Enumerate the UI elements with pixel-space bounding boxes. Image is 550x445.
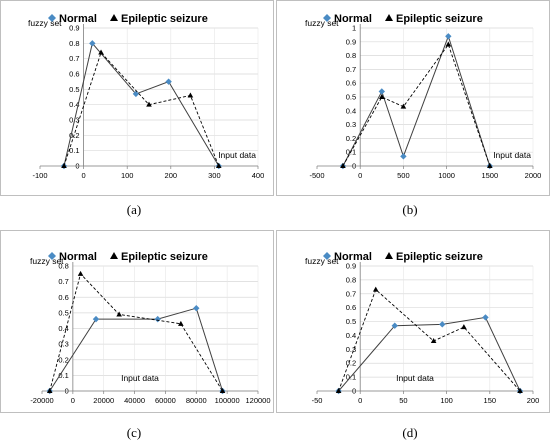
x-tick-label: -100 — [32, 171, 47, 180]
legend-seizure-marker — [385, 252, 393, 259]
y-tick-label: 0.6 — [346, 303, 356, 312]
legend-seizure-label: Epileptic seizure — [121, 13, 208, 25]
y-axis-label: fuzzy set — [28, 18, 62, 28]
series-seizure-line — [342, 43, 491, 167]
x-tick-label: -500 — [309, 171, 324, 180]
x-tick-label: -20000 — [30, 396, 53, 405]
x-tick-label: 50 — [399, 396, 407, 405]
data-point-normal — [445, 33, 452, 40]
x-tick-label: 80000 — [186, 396, 207, 405]
x-tick-label: 1500 — [481, 171, 498, 180]
x-axis-label: Input data — [493, 150, 531, 160]
x-tick-label: 0 — [358, 396, 362, 405]
chart-c-svg: 00.10.20.30.40.50.60.70.8-20000 0 20000 400… — [30, 251, 271, 405]
y-tick-label: 0.8 — [346, 275, 356, 284]
y-tick-label: 0.3 — [58, 340, 68, 349]
chart-b-svg: 00.10.20.30.40.50.60.70.80.91-500 0 500 100… — [305, 13, 542, 180]
y-tick-label: 0.1 — [69, 146, 79, 155]
x-tick-label: 60000 — [155, 396, 176, 405]
x-tick-label: 400 — [252, 171, 265, 180]
chart-panel-c: 0 0.1 0.2 0.3 0.4 0.5 0.6 0.7 0.8 -20000 0 20000 400… — [0, 228, 275, 413]
data-point-normal — [378, 88, 385, 95]
chart-panel-b: 0 0.1 0.2 0.3 0.4 0.5 0.6 0.7 0.8 0.9 1 -500 0 500 100… — [275, 0, 550, 200]
data-point-normal — [92, 315, 100, 323]
x-axis-label: Input data — [218, 150, 256, 160]
data-point-normal — [154, 315, 161, 323]
y-tick-label: 0.4 — [346, 331, 356, 340]
caption-c: (c) — [126, 425, 142, 440]
data-point-normal — [400, 153, 407, 160]
data-point-seizure — [116, 311, 122, 317]
x-axis-label: Input data — [121, 373, 159, 383]
x-tick-label: 100 — [440, 396, 453, 405]
y-tick-label: 0.8 — [346, 51, 356, 60]
x-tick-label: 100 — [121, 171, 134, 180]
x-tick-label: 2000 — [525, 171, 542, 180]
y-tick-label: 0.7 — [346, 65, 356, 74]
chart-panel-d: 0 0.1 0.2 0.3 0.4 0.5 0.6 0.7 0.8 0.9 -50 0 50 100 150… — [275, 228, 550, 413]
y-tick-label: 0.5 — [346, 93, 356, 102]
caption-d: (d) — [402, 425, 418, 440]
x-tick-label: 120000 — [245, 396, 270, 405]
data-point-seizure — [98, 49, 104, 55]
data-point-seizure — [461, 324, 467, 330]
x-tick-label: 0 — [358, 171, 362, 180]
y-tick-label: 0.6 — [346, 79, 356, 88]
x-tick-label: 0 — [71, 396, 75, 405]
y-tick-label: 0.3 — [346, 120, 356, 129]
legend-seizure-label: Epileptic seizure — [396, 13, 483, 25]
legend-seizure-marker — [385, 14, 393, 21]
x-tick-label: 200 — [527, 396, 540, 405]
legend-seizure-label: Epileptic seizure — [396, 251, 483, 263]
x-tick-label: 20000 — [93, 396, 114, 405]
data-point-seizure — [372, 286, 379, 292]
chart-a-svg: 00.10.20.30.40.50.60.70.80.9-100 0 100 200 3… — [28, 13, 265, 180]
y-tick-label: 0.5 — [69, 85, 79, 94]
x-tick-label: 200 — [165, 171, 178, 180]
caption-b: (b) — [402, 202, 418, 217]
x-tick-label: 40000 — [124, 396, 145, 405]
legend-normal-label: Normal — [59, 251, 97, 263]
x-axis-label: Input data — [396, 373, 434, 383]
chart-panel-a: 0 0.1 0.2 0.3 0.4 0.5 0.6 0.7 0.8 0.9 -100 0 100 200 3… — [0, 0, 275, 200]
legend-normal-label: Normal — [334, 251, 372, 263]
legend-seizure-marker — [110, 252, 118, 259]
y-tick-label: 0.5 — [58, 308, 68, 317]
y-tick-label: 0.2 — [346, 134, 356, 143]
y-tick-label: 0.7 — [69, 54, 79, 63]
legend-seizure-marker — [110, 14, 118, 21]
x-tick-label: 100000 — [215, 396, 240, 405]
data-point-seizure — [187, 92, 194, 98]
y-tick-label: 0.7 — [346, 289, 356, 298]
data-point-normal — [482, 314, 489, 321]
x-tick-label: 0 — [82, 171, 86, 180]
x-tick-label: 500 — [397, 171, 410, 180]
y-tick-label: 0.4 — [346, 106, 356, 115]
y-tick-label: 0.5 — [346, 317, 356, 326]
chart-d-svg: 00.10.20.30.40.50.60.70.80.9-50 0 50 100 150… — [305, 251, 540, 405]
legend-normal-label: Normal — [334, 13, 372, 25]
legend-normal-label: Normal — [59, 13, 97, 25]
x-tick-label: 1000 — [438, 171, 455, 180]
y-tick-label: 0.9 — [346, 37, 356, 46]
x-tick-label: 150 — [484, 396, 497, 405]
legend-seizure-label: Epileptic seizure — [121, 251, 208, 263]
y-tick-label: 0.6 — [58, 293, 68, 302]
y-tick-label: 0.7 — [58, 277, 68, 286]
series-seizure-line — [63, 51, 220, 167]
x-tick-label: -50 — [312, 396, 323, 405]
x-tick-label: 300 — [208, 171, 221, 180]
y-tick-label: 0.8 — [69, 39, 79, 48]
caption-a: (a) — [126, 202, 142, 217]
data-point-normal — [193, 304, 200, 312]
data-point-normal — [439, 321, 446, 328]
data-point-seizure — [77, 270, 84, 276]
y-tick-label: 0.6 — [69, 70, 79, 79]
